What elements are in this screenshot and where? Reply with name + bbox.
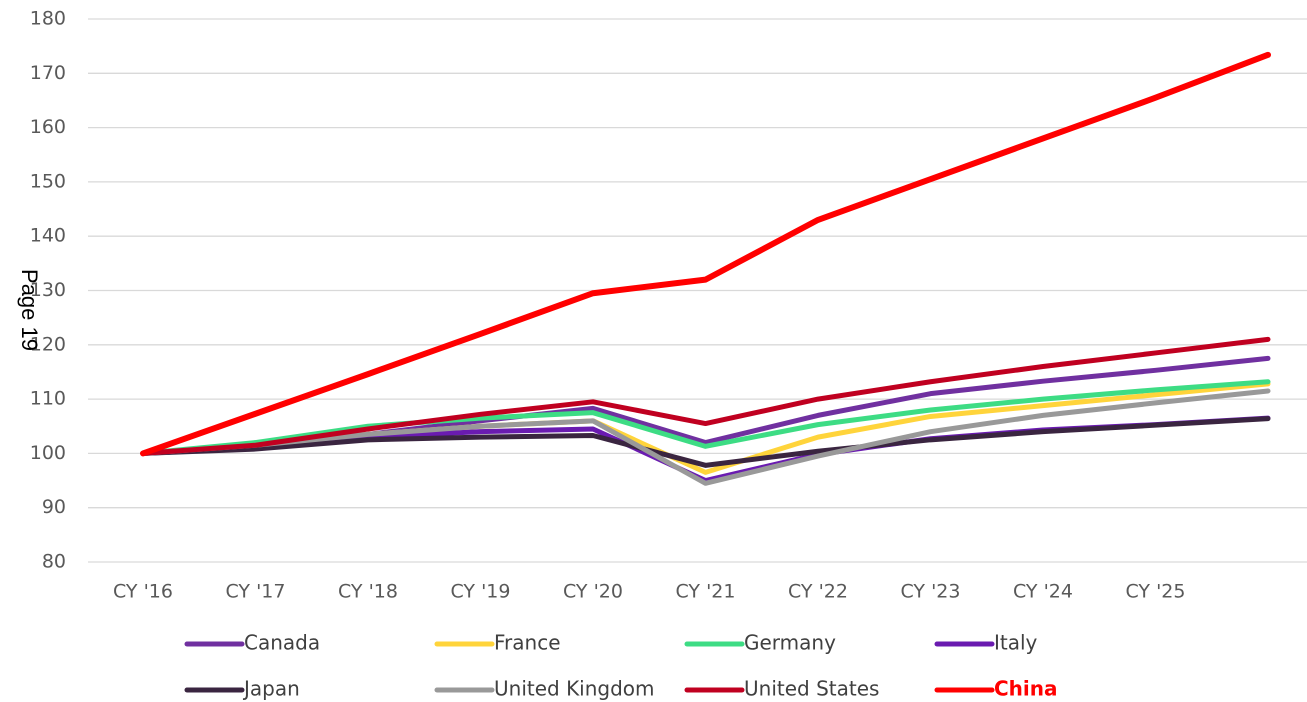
x-tick-label: CY '20 [563,581,623,603]
y-tick-label: 150 [30,170,66,192]
y-tick-label: 120 [30,333,66,355]
y-tick-label: 100 [30,442,66,464]
y-tick-label: 90 [42,496,66,518]
y-tick-label: 110 [30,388,66,410]
grid [88,18,1307,563]
y-tick-label: 80 [42,551,66,573]
legend-label: United States [744,677,879,701]
page-label: Page 19 [17,269,42,351]
legend: Canada France Germany Italy Japan United King… [184,631,1058,701]
x-tick-label: CY '21 [676,581,736,603]
legend-label: United Kingdom [494,677,655,701]
x-tick-label: CY '17 [226,581,286,603]
legend-label: Germany [744,631,836,655]
x-tick-label: CY '24 [1013,581,1073,603]
y-tick-label: 140 [30,225,66,247]
series-line [140,379,1271,456]
plot-lines [140,51,1271,486]
series-line [140,336,1271,456]
legend-label: Canada [244,631,320,655]
series-line [140,51,1271,457]
x-tick-label: CY '18 [338,581,398,603]
y-tick-label: 130 [30,279,66,301]
legend-label: France [494,631,561,655]
series-line [140,416,1271,468]
x-tick-label: CY '23 [901,581,961,603]
y-tick-label: 160 [30,116,66,138]
x-tick-label: CY '19 [451,581,511,603]
y-tick-label: 170 [30,62,66,84]
legend-label: Japan [242,677,300,701]
y-tick-label: 180 [30,8,66,30]
x-tick-label: CY '22 [788,581,848,603]
x-tick-label: CY '16 [113,581,173,603]
legend-label: Italy [994,631,1038,655]
labels: 80 90 100 110 120 130 140 150 160 170 180 CY '16 CY … [30,8,1186,603]
legend-label: China [994,677,1058,701]
x-tick-label: CY '25 [1126,581,1186,603]
series-line [140,388,1271,486]
